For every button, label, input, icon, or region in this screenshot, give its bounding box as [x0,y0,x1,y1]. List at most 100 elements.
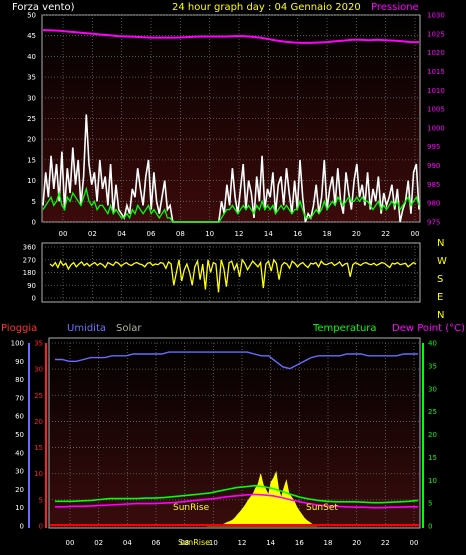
temperature-tick-label: 30 [428,385,437,393]
compass-letter: E [437,292,443,303]
humidity-tick-label: 50 [15,431,24,439]
temperature-tick-label: 5 [428,500,432,508]
temperature-tick-label: 15 [428,454,437,462]
wind-tick-label: 45 [27,32,36,40]
direction-tick-label: 0 [32,295,36,303]
temperature-tick-label: 25 [428,408,437,416]
pressure-tick-label: 975 [427,219,440,227]
hour-tick-label: 00 [59,230,68,238]
humidity-tick-label: 70 [15,394,24,402]
hour-tick-label: 12 [238,539,247,547]
pressure-tick-label: 995 [427,143,440,151]
pressure-tick-label: 1015 [427,68,445,76]
hour-tick-label: 22 [381,539,390,547]
pressure-tick-label: 1010 [427,87,445,95]
humidity-tick-label: 100 [11,340,24,348]
hour-axis-ticks-top: 00 02 04 06 08 10 12 14 16 18 20 22 00 [59,230,420,238]
hour-tick-label: 16 [293,230,302,238]
wind-tick-label: 15 [27,156,36,164]
direction-tick-label: 90 [27,282,36,290]
sunset-annotation: SunSet [306,503,338,513]
rain-tick-label: 15 [34,444,43,452]
wind-tick-label: 25 [27,115,36,123]
pressure-tick-label: 1025 [427,30,445,38]
pressure-tick-label: 1000 [427,124,445,132]
pressure-tick-label: 980 [427,200,440,208]
wind-tick-label: 20 [27,136,36,144]
pressure-line [42,29,419,44]
direction-tick-label: 360 [23,244,36,252]
hour-tick-label: 10 [205,230,214,238]
rain-tick-label: 25 [34,392,43,400]
wind-header-label: Forza vento) [12,2,75,13]
temperature-header-label: Temperatura [312,323,377,334]
wind-average-line [42,186,420,223]
temperature-tick-label: 20 [428,431,437,439]
direction-tick-label: 270 [23,256,36,264]
hour-tick-label: 00 [410,539,419,547]
rain-tick-label: 35 [34,340,43,348]
sunrise-axis-label: SunRise [178,538,210,547]
hour-tick-label: 04 [117,230,126,238]
compass-letter: W [437,256,447,267]
hour-tick-label: 16 [295,539,304,547]
humidity-tick-label: 10 [15,504,24,512]
direction-axis-ticks: 360 270 180 90 0 [23,244,36,303]
humidity-tick-label: 80 [15,376,24,384]
hour-tick-label: 08 [180,539,189,547]
humidity-header-label: Umidita [67,323,106,334]
sunrise-annotation: SunRise [173,503,210,513]
rain-tick-label: 10 [34,470,43,478]
wind-tick-label: 10 [27,177,36,185]
wind-direction-line [49,258,417,293]
rain-axis-ticks: 0 5 10 15 20 25 30 35 [34,340,43,531]
compass-letter: N [437,238,444,249]
pressure-header-label: Pressione [371,2,419,13]
pressure-tick-label: 1030 [427,12,445,20]
temperature-tick-label: 0 [428,523,432,531]
wind-tick-label: 40 [27,53,36,61]
solar-header-label: Solar [116,323,142,334]
temperature-tick-label: 10 [428,477,437,485]
rain-tick-label: 0 [39,523,43,531]
wind-axis-ticks: 0 5 10 15 20 25 30 35 40 45 50 [27,12,36,227]
graph-title: 24 hour graph day : 04 Gennaio 2020 [172,2,361,13]
pressure-axis-ticks: 975 980 985 990 995 1000 1005 1010 1015 1020 1025 1… [427,12,445,227]
compass-letter: S [437,274,443,285]
temperature-tick-label: 35 [428,362,437,370]
wind-tick-label: 50 [27,12,36,20]
hour-tick-label: 06 [152,539,161,547]
hour-tick-label: 06 [147,230,156,238]
wind-direction-grid [42,243,420,302]
humidity-tick-label: 20 [15,486,24,494]
direction-tick-label: 180 [23,269,36,277]
pressure-tick-label: 1005 [427,106,445,114]
rain-humidity-temp-grid [49,342,420,527]
temperature-line [55,484,419,504]
humidity-tick-label: 60 [15,413,24,421]
humidity-axis-ticks: 0 10 20 30 40 50 60 70 80 90 100 [11,340,24,531]
rain-tick-label: 5 [39,496,43,504]
hour-axis-ticks-bottom: 00 02 04 06 08 10 12 14 16 18 20 22 00 [66,539,419,547]
wind-tick-label: 0 [32,219,36,227]
humidity-tick-label: 90 [15,358,24,366]
humidity-tick-label: 0 [20,523,24,531]
hour-tick-label: 18 [323,230,332,238]
dew-point-line [55,493,418,509]
hour-tick-label: 00 [66,539,75,547]
wind-direction-series [49,258,417,293]
hour-tick-label: 22 [381,230,390,238]
rain-tick-label: 30 [34,366,43,374]
hour-tick-label: 02 [94,539,103,547]
compass-letter: N [437,310,444,321]
dew-point-header-label: Dew Point (°C) [392,323,465,334]
rain-humidity-temp-series [50,351,419,527]
pressure-tick-label: 985 [427,181,440,189]
hour-tick-label: 14 [264,230,273,238]
pressure-tick-label: 1020 [427,49,445,57]
solar-area [206,470,318,527]
wind-tick-label: 30 [27,94,36,102]
